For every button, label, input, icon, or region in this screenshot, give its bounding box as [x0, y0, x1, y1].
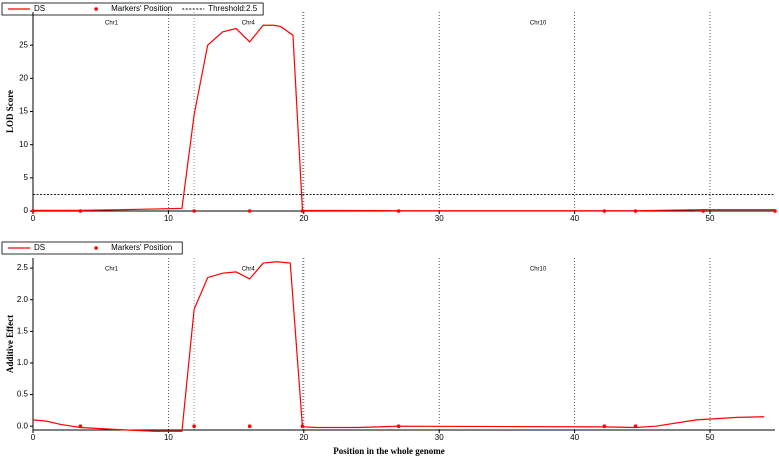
marker-point: [602, 209, 607, 213]
y-axis-label: LOD Score: [5, 90, 15, 133]
chromosome-label: Chr4: [242, 21, 256, 27]
marker-point: [192, 209, 196, 213]
marker-point: [192, 424, 196, 429]
x-tick-label: 10: [164, 433, 173, 442]
x-tick-label: 10: [164, 214, 173, 223]
marker-point: [247, 424, 252, 429]
legend-swatch: [94, 7, 98, 11]
legend-label: Threshold:2.5: [208, 4, 257, 13]
x-tick-label: 40: [570, 433, 579, 442]
marker-point: [78, 209, 83, 213]
chromosome-label: Chr4: [242, 267, 256, 273]
legend-box: [1, 241, 183, 255]
legend-box: [1, 2, 264, 16]
x-tick-label: 40: [570, 214, 579, 223]
line-series: [32, 261, 765, 432]
y-tick-label: 25: [19, 40, 28, 49]
marker-point: [31, 209, 35, 213]
y-tick-label: 0.0: [17, 421, 29, 430]
x-tick-label: 30: [435, 433, 444, 442]
x-tick-label: 30: [435, 214, 444, 223]
legend-swatch: [94, 246, 98, 250]
line-series: [33, 24, 775, 212]
x-tick-label: 0: [31, 214, 36, 223]
x-tick-label: 0: [31, 433, 36, 442]
y-tick-label: 1.0: [17, 358, 29, 367]
marker-point: [773, 209, 777, 213]
marker-point: [396, 424, 401, 429]
marker-point: [701, 209, 706, 213]
chromosome-label: Chr10: [530, 21, 547, 27]
legend-label: DS: [34, 243, 45, 252]
chromosome-label: Chr10: [530, 267, 547, 273]
y-tick-label: 20: [19, 73, 28, 82]
y-tick-label: 5: [24, 173, 29, 182]
y-tick-label: 2.0: [17, 295, 29, 304]
chromosome-label: Chr1: [105, 267, 119, 273]
marker-point: [602, 424, 607, 429]
x-tick-label: 20: [299, 433, 308, 442]
x-axis-label: Position in the whole genome: [333, 446, 445, 456]
marker-point: [300, 424, 305, 429]
y-axis-label: Additive Effect: [5, 315, 15, 373]
marker-point: [247, 209, 252, 213]
y-tick-label: 2.5: [17, 263, 29, 272]
x-tick-label: 50: [706, 214, 715, 223]
marker-point: [300, 209, 305, 213]
marker-point: [78, 424, 83, 429]
x-tick-label: 50: [706, 433, 715, 442]
legend-label: DS: [34, 4, 45, 13]
marker-point: [396, 209, 401, 213]
y-tick-label: 0: [24, 206, 29, 215]
y-tick-label: 15: [19, 107, 28, 116]
y-tick-label: 10: [19, 140, 28, 149]
x-tick-label: 20: [299, 214, 308, 223]
marker-point: [633, 209, 638, 213]
y-tick-label: 0.5: [17, 390, 29, 399]
y-tick-label: 1.5: [17, 326, 29, 335]
marker-point: [633, 424, 638, 429]
legend-label: Markers' Position: [111, 4, 172, 13]
legend-label: Markers' Position: [111, 243, 172, 252]
chromosome-label: Chr1: [105, 21, 119, 27]
